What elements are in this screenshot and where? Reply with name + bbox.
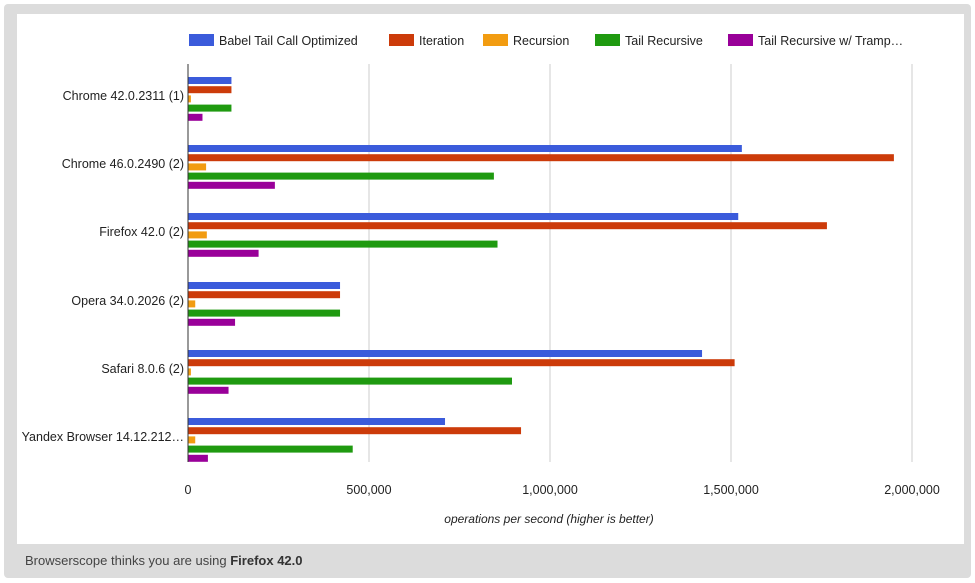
category-label: Safari 8.0.6 (2) [101,362,184,376]
bar-iteration-chrome-42-0-2311-1[interactable] [188,86,232,94]
legend-label-recursion[interactable]: Recursion [513,34,569,48]
axes: 0 500,000 1,000,000 1,500,000 2,000,000 Chrom… [22,64,940,497]
legend-swatch-tail-recursive[interactable] [595,34,620,46]
bar-recursion-chrome-46-0-2490-2[interactable] [188,163,207,171]
bar-tail-recursive-firefox-42-0-2[interactable] [188,240,498,248]
gridlines [368,64,913,462]
category-label: Opera 34.0.2026 (2) [71,294,184,308]
bar-iteration-chrome-46-0-2490-2[interactable] [188,154,894,162]
bar-tail-recursive-w-tramp-opera-34-0-2026-2[interactable] [188,318,236,326]
legend-swatch-iteration[interactable] [389,34,414,46]
bar-tail-recursive-chrome-42-0-2311-1[interactable] [188,104,232,112]
bar-babel-tail-call-optimized-opera-34-0-2026-2[interactable] [188,282,341,289]
legend: Babel Tail Call Optimized Iteration Recurs… [189,34,903,48]
bar-tail-recursive-chrome-46-0-2490-2[interactable] [188,172,494,180]
chart-frame: Browserscope thinks you are using Firefo… [4,4,971,578]
bar-tail-recursive-w-tramp-chrome-42-0-2311-1[interactable] [188,113,203,121]
bar-babel-tail-call-optimized-chrome-46-0-2490-2[interactable] [188,145,742,152]
detected-browser: Firefox 42.0 [230,553,303,568]
bar-tail-recursive-w-tramp-yandex-browser-14-12-212[interactable] [188,454,208,462]
legend-label-tail-recursive[interactable]: Tail Recursive [625,34,703,48]
category-label: Firefox 42.0 (2) [99,225,184,239]
legend-swatch-tail-recursive-w-tramp[interactable] [728,34,753,46]
bars [188,77,894,462]
bar-tail-recursive-w-tramp-safari-8-0-6-2[interactable] [188,386,229,394]
bar-iteration-opera-34-0-2026-2[interactable] [188,291,341,299]
bar-iteration-yandex-browser-14-12-212[interactable] [188,427,522,435]
bar-recursion-yandex-browser-14-12-212[interactable] [188,436,196,444]
browser-detection-note: Browserscope thinks you are using Firefo… [25,553,303,568]
bar-recursion-safari-8-0-6-2[interactable] [188,368,191,376]
category-label: Chrome 46.0.2490 (2) [62,157,184,171]
x-tick-label: 0 [185,483,192,497]
chart-panel [17,14,964,544]
x-tick-label: 1,500,000 [703,483,759,497]
bar-babel-tail-call-optimized-yandex-browser-14-12-212[interactable] [188,418,446,425]
x-tick-label: 1,000,000 [522,483,578,497]
footer-prefix: Browserscope thinks you are using [25,553,227,568]
bar-tail-recursive-safari-8-0-6-2[interactable] [188,377,512,385]
legend-swatch-babel-tail-call-optimized[interactable] [189,34,214,46]
x-tick-label: 2,000,000 [884,483,940,497]
bar-recursion-firefox-42-0-2[interactable] [188,231,207,239]
legend-swatch-recursion[interactable] [483,34,508,46]
bar-tail-recursive-yandex-browser-14-12-212[interactable] [188,445,353,453]
bar-recursion-chrome-42-0-2311-1[interactable] [188,95,191,103]
legend-label-tail-recursive-w-tramp[interactable]: Tail Recursive w/ Tramp… [758,34,903,48]
legend-label-babel-tail-call-optimized[interactable]: Babel Tail Call Optimized [219,34,358,48]
legend-label-iteration[interactable]: Iteration [419,34,464,48]
bar-recursion-opera-34-0-2026-2[interactable] [188,300,196,308]
bar-babel-tail-call-optimized-firefox-42-0-2[interactable] [188,213,739,220]
x-tick-label: 500,000 [346,483,391,497]
bar-babel-tail-call-optimized-chrome-42-0-2311-1[interactable] [188,77,232,84]
bar-iteration-safari-8-0-6-2[interactable] [188,359,735,367]
bar-tail-recursive-w-tramp-firefox-42-0-2[interactable] [188,249,259,257]
category-label: Chrome 42.0.2311 (1) [63,89,184,103]
bar-tail-recursive-opera-34-0-2026-2[interactable] [188,309,341,317]
bar-babel-tail-call-optimized-safari-8-0-6-2[interactable] [188,350,703,357]
category-label: Yandex Browser 14.12.212… [22,430,184,444]
x-axis-title: operations per second (higher is better) [444,512,653,526]
bar-iteration-firefox-42-0-2[interactable] [188,222,827,230]
bar-tail-recursive-w-tramp-chrome-46-0-2490-2[interactable] [188,181,275,189]
